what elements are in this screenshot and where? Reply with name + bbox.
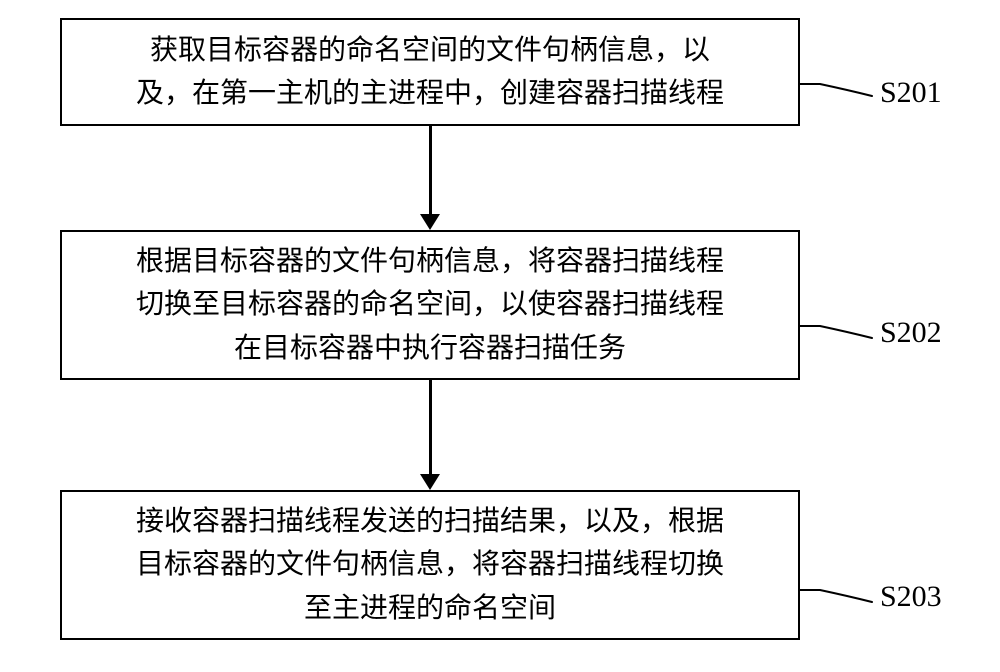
s202-label: S202 [880, 316, 942, 350]
arrow-2-3-head [420, 474, 440, 490]
diagram-canvas: 获取目标容器的命名空间的文件句柄信息，以 及，在第一主机的主进程中，创建容器扫描… [0, 0, 1000, 672]
s201-box: 获取目标容器的命名空间的文件句柄信息，以 及，在第一主机的主进程中，创建容器扫描… [60, 18, 800, 126]
arrow-2-3-line [429, 380, 432, 474]
s201-label: S201 [880, 76, 942, 110]
arrow-1-2-head [420, 214, 440, 230]
s202-box: 根据目标容器的文件句柄信息，将容器扫描线程 切换至目标容器的命名空间，以使容器扫… [60, 230, 800, 380]
s203-leader [796, 586, 876, 606]
arrow-1-2-line [429, 126, 432, 214]
s203-box: 接收容器扫描线程发送的扫描结果，以及，根据 目标容器的文件句柄信息，将容器扫描线… [60, 490, 800, 640]
s203-label: S203 [880, 580, 942, 614]
s201-leader [796, 80, 876, 100]
s202-leader [796, 322, 876, 342]
